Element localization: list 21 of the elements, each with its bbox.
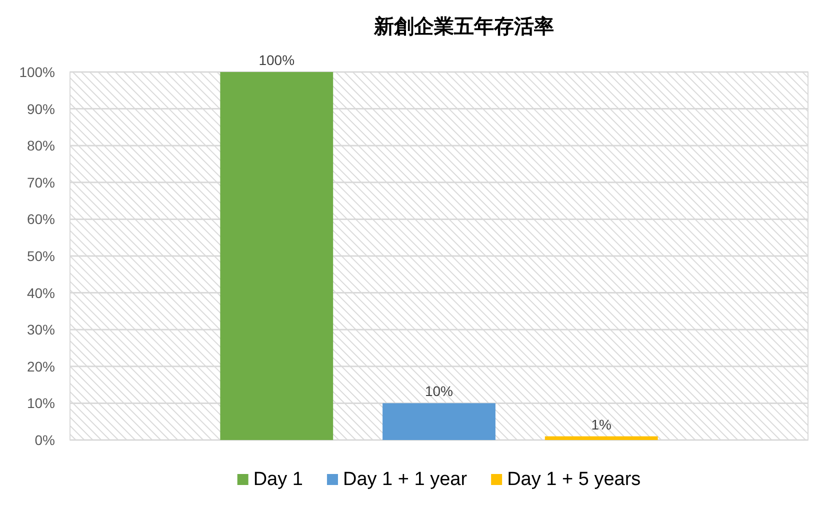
data-label: 1% — [591, 416, 612, 432]
bar — [220, 72, 334, 440]
y-tick-label: 100% — [19, 64, 55, 80]
legend-label: Day 1 + 5 years — [507, 469, 641, 490]
y-tick-label: 30% — [26, 322, 55, 338]
y-tick-label: 60% — [26, 211, 55, 228]
y-tick-label: 80% — [26, 138, 55, 154]
y-tick-label: 40% — [26, 284, 55, 301]
legend-label: Day 1 — [253, 469, 303, 490]
legend-label: Day 1 + 1 year — [342, 469, 468, 490]
bar — [382, 403, 496, 440]
y-tick-label: 70% — [26, 174, 55, 190]
y-tick-label: 90% — [26, 100, 55, 117]
data-label: 100% — [258, 52, 295, 68]
chart-title: 新創企業五年存活率 — [373, 15, 554, 38]
y-tick-label: 0% — [34, 432, 55, 448]
y-tick-label: 20% — [26, 358, 55, 374]
data-label: 10% — [424, 383, 454, 400]
y-tick-label: 10% — [26, 395, 55, 412]
y-tick-label: 50% — [26, 248, 55, 264]
bar — [544, 436, 658, 440]
